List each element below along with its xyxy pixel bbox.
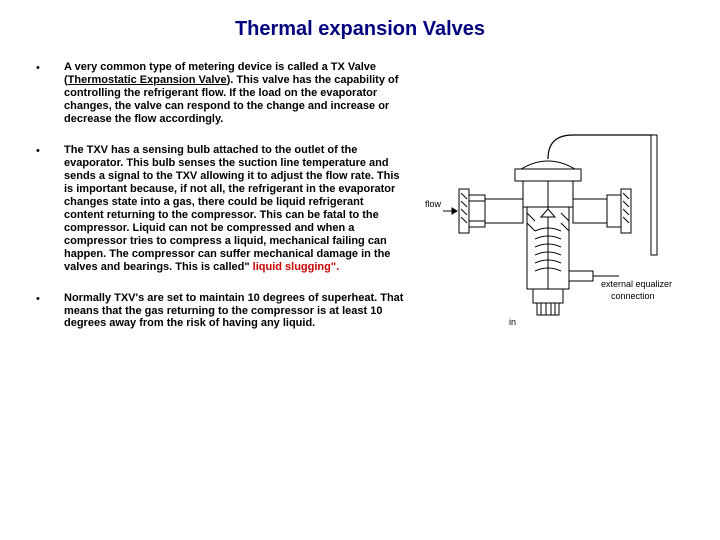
figure-label-exteq1: external equalizer [601,279,672,289]
txv-diagram: flow external equalizer connection in [423,121,673,361]
bullet-text: Normally TXV's are set to maintain 10 de… [64,292,406,331]
bullet-marker: • [36,292,64,331]
underlined-term: Thermostatic Expansion Valve [68,74,227,86]
content-row: • A very common type of metering device … [0,61,720,361]
figure-label-exteq2: connection [611,291,655,301]
highlighted-term: liquid slugging". [253,261,339,273]
bullet-marker: • [36,61,64,126]
text-column: • A very common type of metering device … [36,61,406,348]
bullet-item: • The TXV has a sensing bulb attached to… [36,144,406,274]
bullet-item: • A very common type of metering device … [36,61,406,126]
bullet-item: • Normally TXV's are set to maintain 10 … [36,292,406,331]
figure-column: flow external equalizer connection in [406,61,690,361]
figure-label-flow: flow [425,199,441,209]
figure-label-in: in [509,317,516,327]
bullet-marker: • [36,144,64,274]
slide-title: Thermal expansion Valves [0,0,720,61]
txv-svg [423,121,673,361]
bullet-text: The TXV has a sensing bulb attached to t… [64,144,406,274]
bullet-text: A very common type of metering device is… [64,61,406,126]
